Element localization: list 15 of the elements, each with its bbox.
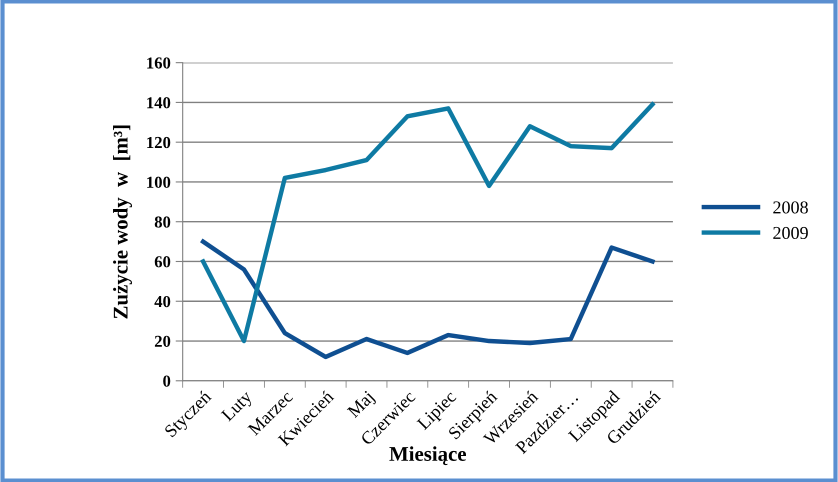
y-tick-label: 140 xyxy=(147,97,170,108)
y-tick-label: 60 xyxy=(154,256,170,268)
y-tick-label: 100 xyxy=(147,176,170,188)
y-tick-label: 0 xyxy=(163,375,170,387)
legend-label: 2009 xyxy=(773,226,808,240)
line-series xyxy=(200,102,655,344)
legend-label: 2008 xyxy=(773,201,808,214)
y-tick-label: 40 xyxy=(154,296,170,308)
x-axis-title: Miesiące xyxy=(389,446,466,466)
y-tick-label: 160 xyxy=(147,57,170,69)
y-axis-title: Zużycie wody w [m³] xyxy=(113,126,132,318)
y-tick-label: 120 xyxy=(147,136,170,148)
line-series xyxy=(200,239,655,360)
y-tick-label: 80 xyxy=(154,216,170,228)
y-tick-label: 20 xyxy=(154,336,170,347)
